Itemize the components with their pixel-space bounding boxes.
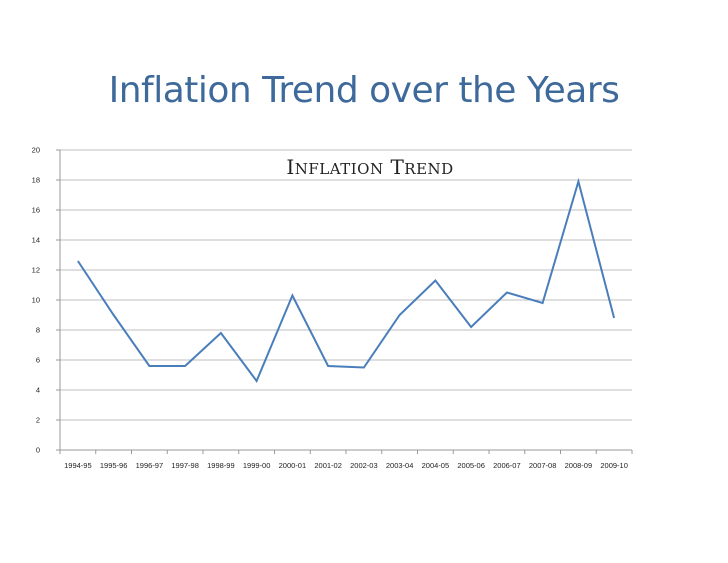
y-tick-label: 4 [36, 386, 40, 395]
x-tick-label: 2008-09 [565, 461, 593, 470]
y-tick-label: 16 [32, 206, 40, 215]
y-tick-label: 6 [36, 356, 40, 365]
gridlines [60, 149, 632, 421]
x-tick-label: 2003-04 [386, 461, 414, 470]
y-tick-label: 10 [32, 296, 40, 305]
x-tick-label: 1998-99 [207, 461, 235, 470]
y-tick-label: 0 [36, 446, 40, 455]
x-tick-label: 2004-05 [422, 461, 450, 470]
x-tick-label: 2006-07 [493, 461, 521, 470]
y-tick-label: 2 [36, 416, 40, 425]
y-tick-label: 14 [32, 236, 40, 245]
x-tick-label: 1995-96 [100, 461, 128, 470]
y-tick-label: 18 [32, 176, 40, 185]
x-tick-label: 1996-97 [136, 461, 164, 470]
y-tick-label: 20 [32, 146, 40, 155]
x-tick-label: 2002-03 [350, 461, 378, 470]
x-tick-label: 2000-01 [279, 461, 307, 470]
x-tick-label: 2009-10 [600, 461, 628, 470]
x-tick-label: 2007-08 [529, 461, 557, 470]
x-tick-label: 2001-02 [314, 461, 342, 470]
x-tick-label: 1997-98 [171, 461, 199, 470]
slide-title: Inflation Trend over the Years [108, 70, 620, 111]
x-tick-label: 2005-06 [457, 461, 485, 470]
chart-title: INFLATION TREND [286, 155, 453, 179]
axes [56, 149, 633, 454]
x-tick-labels: 1994-95 1995-96 1996-97 1997-98 1998-99 1999-… [64, 461, 628, 470]
x-tick-label: 1994-95 [64, 461, 92, 470]
y-tick-label: 12 [32, 266, 40, 275]
series-line [77, 177, 616, 384]
y-tick-labels: 0 2 4 6 8 10 12 14 16 18 20 [32, 146, 40, 455]
y-tick-label: 8 [36, 326, 40, 335]
x-tick-label: 1999-00 [243, 461, 271, 470]
series-lines [77, 177, 616, 384]
